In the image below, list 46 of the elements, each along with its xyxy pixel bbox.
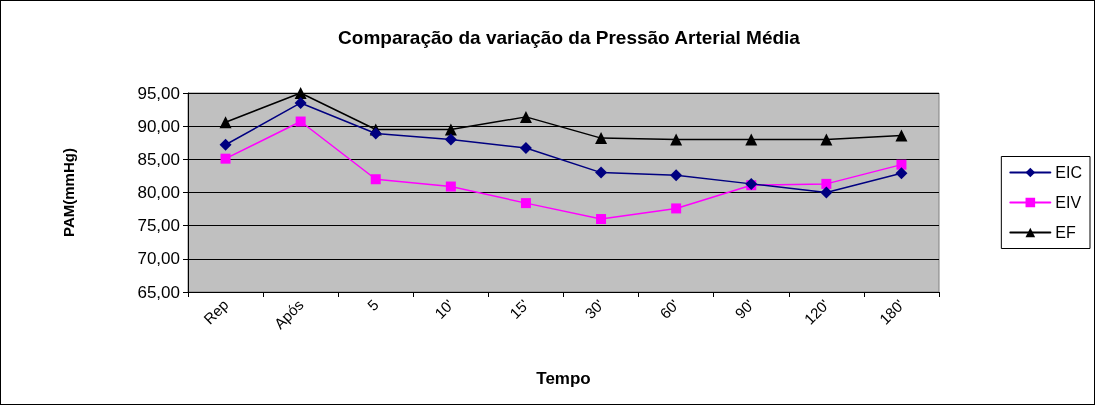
x-tick-label: 5: [363, 295, 382, 314]
y-tick-label: 85,00: [137, 149, 180, 169]
point: [295, 116, 306, 127]
point: [820, 133, 833, 146]
point: [745, 133, 758, 146]
x-tick-label: 60': [656, 295, 683, 322]
x-axis-title: Tempo: [536, 369, 591, 388]
y-tick-label: 90,00: [137, 116, 180, 136]
point: [520, 198, 531, 209]
point: [294, 96, 307, 109]
point: [519, 110, 532, 123]
point: [220, 153, 231, 164]
point: [821, 178, 832, 189]
point: [670, 133, 683, 146]
legend-label: EIV: [1055, 194, 1082, 211]
point: [519, 142, 532, 155]
x-tick-label: Rep: [200, 295, 232, 328]
y-tick-label: 95,00: [137, 83, 180, 103]
point: [896, 159, 907, 170]
point: [670, 169, 683, 182]
x-tick-label: 30': [581, 295, 608, 322]
point: [596, 214, 607, 225]
y-tick-label: 65,00: [137, 282, 180, 302]
y-tick-label: 80,00: [137, 183, 180, 202]
x-tick-label: 15': [506, 295, 533, 322]
legend-label: EIC: [1055, 164, 1082, 181]
y-tick-label: 75,00: [137, 216, 180, 236]
point: [445, 181, 456, 192]
x-tick-label: 90': [731, 295, 758, 322]
point: [895, 129, 908, 142]
x-tick-label: 10': [431, 295, 457, 322]
point: [895, 167, 908, 180]
point: [444, 133, 457, 146]
chart-title: Comparação da variação da Pressão Arterial Média: [338, 27, 801, 48]
y-tick-label: 70,00: [137, 249, 180, 269]
point: [595, 166, 608, 179]
legend-label: EF: [1055, 224, 1076, 241]
point: [595, 132, 608, 145]
point: [219, 116, 232, 129]
point: [671, 203, 682, 214]
point: [820, 186, 833, 199]
point: [219, 138, 232, 151]
y-axis-title: PAM(mmHg): [60, 148, 77, 237]
point: [294, 87, 307, 99]
point: [369, 127, 382, 140]
point: [370, 174, 381, 185]
